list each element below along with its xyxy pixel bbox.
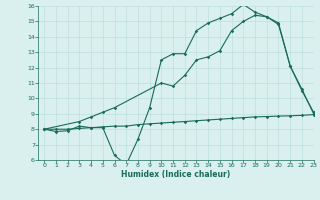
X-axis label: Humidex (Indice chaleur): Humidex (Indice chaleur) (121, 170, 231, 179)
